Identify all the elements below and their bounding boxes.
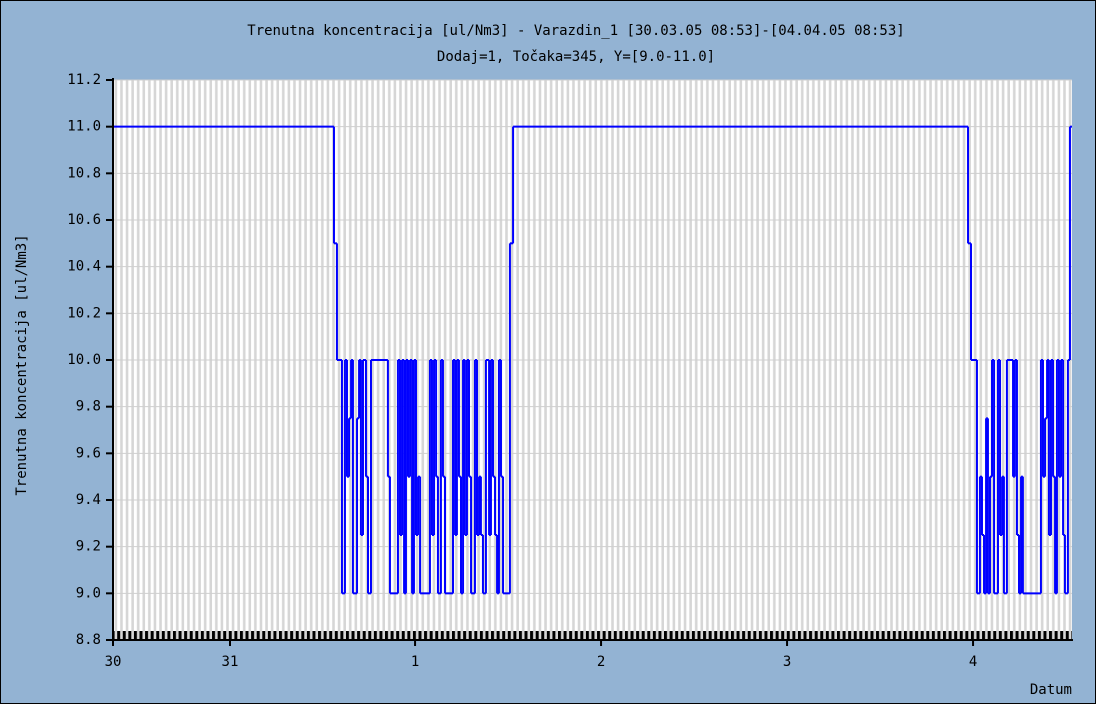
x-tick-label: 1 xyxy=(411,654,419,670)
bottom-ticks xyxy=(113,631,1072,640)
x-tick-label: 30 xyxy=(105,654,122,670)
x-tick-label: 3 xyxy=(783,654,791,670)
chart-title: Trenutna koncentracija [ul/Nm3] - Varazd… xyxy=(247,23,904,39)
y-tick-label: 9.6 xyxy=(76,445,101,461)
y-tick-label: 11.2 xyxy=(67,72,101,88)
x-tick-label: 31 xyxy=(222,654,239,670)
y-tick-label: 9.8 xyxy=(76,399,101,415)
y-axis-label: Trenutna koncentracija [ul/Nm3] xyxy=(14,234,30,495)
y-tick-label: 10.0 xyxy=(67,352,101,368)
y-tick-label: 9.0 xyxy=(76,585,101,601)
y-tick-label: 9.2 xyxy=(76,539,101,555)
x-tick-label: 4 xyxy=(969,654,977,670)
x-tick-label: 2 xyxy=(597,654,605,670)
chart-subtitle: Dodaj=1, Točaka=345, Y=[9.0-11.0] xyxy=(437,49,715,65)
y-tick-label: 8.8 xyxy=(76,632,101,648)
y-tick-label: 10.2 xyxy=(67,305,101,321)
y-tick-label: 10.8 xyxy=(67,165,101,181)
y-tick-label: 10.6 xyxy=(67,212,101,228)
y-tick-label: 9.4 xyxy=(76,492,101,508)
x-axis-label: Datum xyxy=(1030,682,1072,698)
y-tick-label: 10.4 xyxy=(67,259,101,275)
y-tick-label: 11.0 xyxy=(67,119,101,135)
